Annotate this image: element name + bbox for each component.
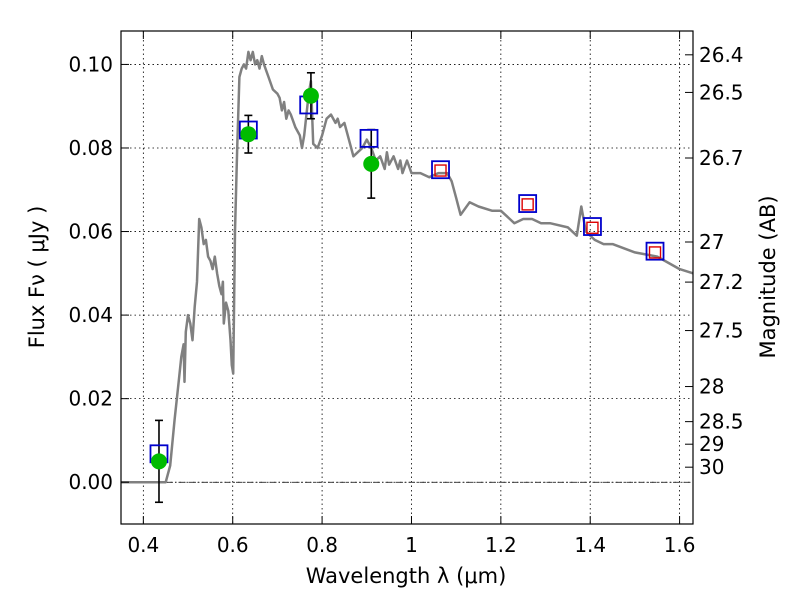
y2-tick-label: 27	[699, 230, 724, 254]
y-tick-label: 0.02	[68, 387, 113, 411]
y2-tick-label: 27.5	[699, 319, 744, 343]
y2-tick-label: 27.2	[699, 270, 744, 294]
y2-axis-label: Magnitude (AB)	[756, 195, 780, 358]
synthetic-square-marker	[586, 221, 599, 234]
circle-marker-layer	[150, 87, 380, 470]
model-square-marker	[518, 194, 538, 213]
model-square-marker	[645, 241, 665, 261]
model-square-marker	[359, 128, 379, 148]
x-tick-label: 0.4	[127, 533, 159, 557]
y2-tick-label: 30	[699, 455, 724, 479]
y-tick-label: 0.08	[68, 136, 113, 160]
model-square-marker	[583, 217, 602, 236]
observed-point-marker	[363, 155, 380, 172]
observed-point-marker	[150, 453, 167, 470]
x-tick-label: 1	[405, 533, 418, 557]
x-tick-label: 0.6	[217, 533, 249, 557]
synthetic-square-marker	[521, 198, 534, 211]
y2-tick-label: 26.5	[699, 80, 744, 104]
y2-tick-label: 26.7	[699, 146, 744, 170]
tick-layer: 0.4 0.6 0.8 1 1.2 1.4 1.6 0.00 0.02 0.04 0.06 0.08 0…	[68, 31, 744, 557]
model-spectrum-line	[121, 50, 694, 484]
y-axis-label: Flux Fν ( μJy )	[25, 206, 49, 349]
x-tick-label: 1.6	[664, 533, 696, 557]
observed-point-marker	[302, 87, 319, 104]
model-square-marker	[431, 160, 450, 180]
model-spectrum-layer	[121, 50, 694, 484]
y2-tick-label: 29	[699, 432, 724, 456]
synthetic-square-marker	[434, 164, 447, 177]
y2-tick-label: 26.4	[699, 43, 744, 67]
x-axis-label: Wavelength λ (μm)	[306, 564, 507, 588]
grid-lines	[121, 31, 693, 524]
x-tick-label: 0.8	[306, 533, 338, 557]
x-tick-label: 1.4	[574, 533, 606, 557]
y-tick-label: 0.10	[68, 52, 113, 76]
y-tick-label: 0.06	[68, 220, 113, 244]
y-tick-label: 0.00	[68, 470, 113, 494]
plot-frame	[120, 30, 694, 525]
x-tick-label: 1.2	[485, 533, 517, 557]
y2-tick-label: 28.5	[699, 410, 744, 434]
y2-tick-label: 28	[699, 375, 724, 399]
observed-point-marker	[240, 126, 257, 143]
y-tick-label: 0.04	[68, 303, 113, 327]
synthetic-square-marker	[648, 246, 662, 259]
